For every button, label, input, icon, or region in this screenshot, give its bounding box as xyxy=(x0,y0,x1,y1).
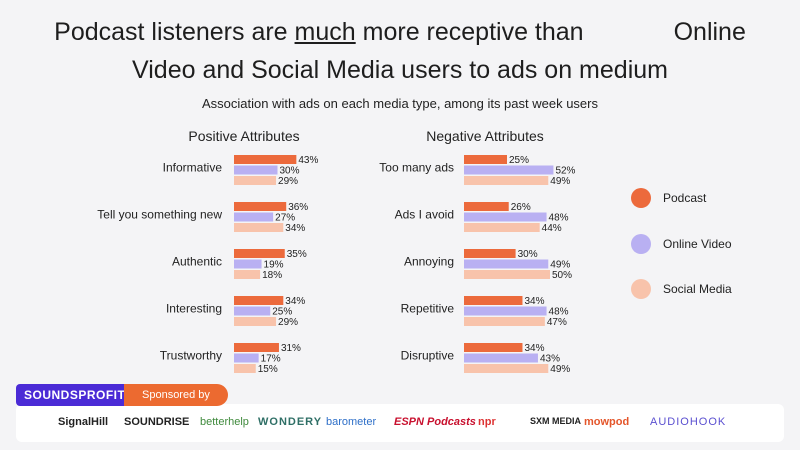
negative-bar-podcast xyxy=(464,249,516,258)
negative-bar-social-media xyxy=(464,317,545,326)
headline-line-1: Podcast listeners are much more receptiv… xyxy=(54,18,746,46)
logo-wondery: WONDERY xyxy=(258,416,323,428)
positive-data-label: 43% xyxy=(298,155,318,166)
negative-data-label: 34% xyxy=(524,296,544,307)
headline-line-2: Video and Social Media users to ads on m… xyxy=(132,56,668,84)
logo-betterhelp: betterhelp xyxy=(200,416,249,428)
negative-bar-podcast xyxy=(464,155,507,164)
positive-data-label: 29% xyxy=(278,176,298,187)
logo-barometer: barometer xyxy=(326,416,377,428)
logo-signalhill: SignalHill xyxy=(58,416,109,428)
positive-data-label: 36% xyxy=(288,202,308,213)
legend-label: Online Video xyxy=(663,237,732,251)
positive-data-label: 34% xyxy=(285,296,305,307)
negative-data-label: 48% xyxy=(549,213,569,224)
logo-soundrise: SOUNDRISE xyxy=(124,416,190,428)
positive-data-label: 15% xyxy=(258,364,278,375)
positive-data-label: 35% xyxy=(287,249,307,260)
negative-data-label: 34% xyxy=(524,343,544,354)
positive-data-label: 27% xyxy=(275,213,295,224)
positive-data-label: 30% xyxy=(280,166,300,177)
negative-data-label: 49% xyxy=(550,176,570,187)
negative-bar-social-media xyxy=(464,223,540,232)
positive-bar-online-video xyxy=(234,353,259,363)
negative-data-label: 44% xyxy=(542,223,562,234)
positive-data-label: 31% xyxy=(281,343,301,354)
negative-data-label: 47% xyxy=(547,317,567,328)
positive-bar-online-video xyxy=(234,165,278,175)
positive-bar-social-media xyxy=(234,364,256,373)
legend-label: Social Media xyxy=(663,282,732,296)
negative-bar-social-media xyxy=(464,176,549,185)
positive-bar-social-media xyxy=(234,176,277,185)
positive-category-label: Tell you something new xyxy=(97,208,222,222)
positive-chart-title: Positive Attributes xyxy=(188,128,299,144)
positive-data-label: 29% xyxy=(278,317,298,328)
positive-data-label: 18% xyxy=(262,270,282,281)
negative-bar-social-media xyxy=(464,270,550,279)
negative-category-label: Ads I avoid xyxy=(395,208,454,222)
legend-marker-online-video xyxy=(631,234,651,254)
positive-bar-social-media xyxy=(234,270,261,279)
chart-subtitle: Association with ads on each media type,… xyxy=(202,96,598,111)
negative-bar-social-media xyxy=(464,364,549,373)
positive-bar-podcast xyxy=(234,296,284,305)
negative-bar-online-video xyxy=(464,353,538,363)
positive-bar-social-media xyxy=(234,317,277,326)
logo-audiohook: AUDIOHOOK xyxy=(650,416,727,428)
negative-category-label: Annoying xyxy=(404,255,454,269)
negative-bar-online-video xyxy=(464,306,547,316)
negative-bar-podcast xyxy=(464,296,523,305)
logo-npr: npr xyxy=(478,416,496,428)
negative-data-label: 50% xyxy=(552,270,572,281)
negative-data-label: 43% xyxy=(540,354,560,365)
negative-category-label: Disruptive xyxy=(401,349,455,363)
negative-bar-podcast xyxy=(464,343,523,352)
negative-data-label: 52% xyxy=(555,166,575,177)
legend-marker-podcast xyxy=(631,188,651,208)
negative-data-label: 26% xyxy=(511,202,531,213)
sponsored-by-badge: Sponsored by xyxy=(124,384,228,406)
positive-category-label: Interesting xyxy=(166,302,222,316)
negative-category-label: Repetitive xyxy=(401,302,455,316)
negative-data-label: 48% xyxy=(549,307,569,318)
logo-espn-podcasts: ESPN Podcasts xyxy=(394,416,476,428)
negative-bar-online-video xyxy=(464,212,547,222)
positive-bar-podcast xyxy=(234,155,297,164)
positive-bar-podcast xyxy=(234,249,285,258)
positive-bar-online-video xyxy=(234,306,271,316)
legend-marker-social-media xyxy=(631,279,651,299)
sponsor-bar xyxy=(16,404,784,442)
logo-sxm-media: SXM MEDIA xyxy=(530,416,582,426)
positive-data-label: 25% xyxy=(272,307,292,318)
negative-category-label: Too many ads xyxy=(379,161,454,175)
negative-bar-online-video xyxy=(464,259,549,269)
negative-data-label: 30% xyxy=(518,249,538,260)
logo-mowpod: mowpod xyxy=(584,416,630,428)
positive-bar-online-video xyxy=(234,212,274,222)
positive-data-label: 34% xyxy=(285,223,305,234)
positive-bar-online-video xyxy=(234,259,262,269)
positive-data-label: 17% xyxy=(261,354,281,365)
legend-label: Podcast xyxy=(663,191,707,205)
positive-category-label: Authentic xyxy=(172,255,222,269)
positive-category-label: Trustworthy xyxy=(160,349,222,363)
positive-category-label: Informative xyxy=(163,161,223,175)
negative-chart-title: Negative Attributes xyxy=(426,128,544,144)
positive-bar-social-media xyxy=(234,223,284,232)
negative-bar-online-video xyxy=(464,165,554,175)
positive-bar-podcast xyxy=(234,202,287,211)
positive-bar-podcast xyxy=(234,343,279,352)
negative-bar-podcast xyxy=(464,202,509,211)
positive-data-label: 19% xyxy=(264,260,284,271)
negative-data-label: 49% xyxy=(550,260,570,271)
negative-data-label: 49% xyxy=(550,364,570,375)
negative-data-label: 25% xyxy=(509,155,529,166)
